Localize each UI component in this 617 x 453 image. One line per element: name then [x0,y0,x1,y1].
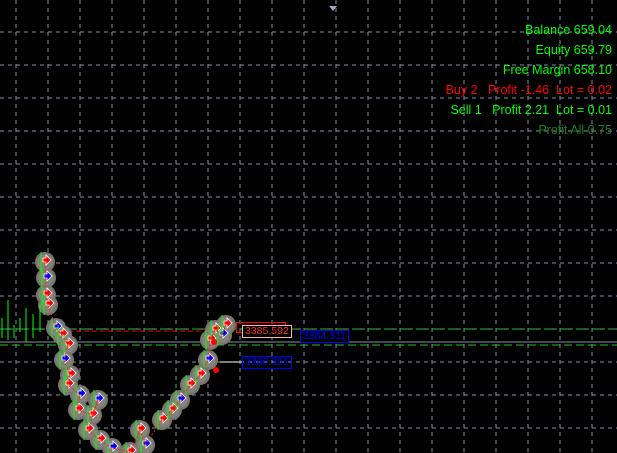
buy-arrow-icon [97,432,107,444]
sell-price-label-hidden: 3384.311 [300,330,350,343]
buy-arrow-icon [59,327,69,339]
buy-arrow-icon [137,422,147,434]
buy-price-label: 3385.592 [242,325,292,338]
buy-arrow-icon [85,422,95,434]
sell-arrow-icon [177,392,187,404]
close-marker [213,367,219,373]
buy-arrow-icon [45,297,55,309]
close-marker [211,339,217,345]
buy-arrow-icon [65,337,75,349]
sell-arrow-icon [43,270,53,282]
buy-arrow-icon [42,254,52,266]
sell-summary-text: Sell 1 Profit 2.21 Lot = 0.01 [450,103,612,117]
scroll-marker-icon [329,6,337,11]
sell-arrow-icon [142,437,152,449]
trade-trail-buy [44,261,227,453]
sell-arrow-icon [219,327,229,339]
sell-arrow-icon [61,352,71,364]
sell-arrow-icon [95,392,105,404]
sell-price-label: 3380.351 [242,356,292,369]
buy-summary-text: Buy 2 Profit -1.46 Lot = 0.02 [445,83,612,97]
sell-arrow-icon [205,352,215,364]
balance-text: Balance 659.04 [525,23,612,37]
buy-arrow-icon [187,377,197,389]
free-margin-text: Free Margin 658.10 [502,63,612,77]
sell-arrow-icon [77,387,87,399]
buy-arrow-icon [169,402,179,414]
buy-arrow-icon [223,317,233,329]
equity-text: Equity 659.79 [535,43,612,57]
buy-arrow-icon [197,367,207,379]
buy-arrow-icon [67,367,77,379]
profit-all-text: Profit All 0.75 [538,123,612,137]
